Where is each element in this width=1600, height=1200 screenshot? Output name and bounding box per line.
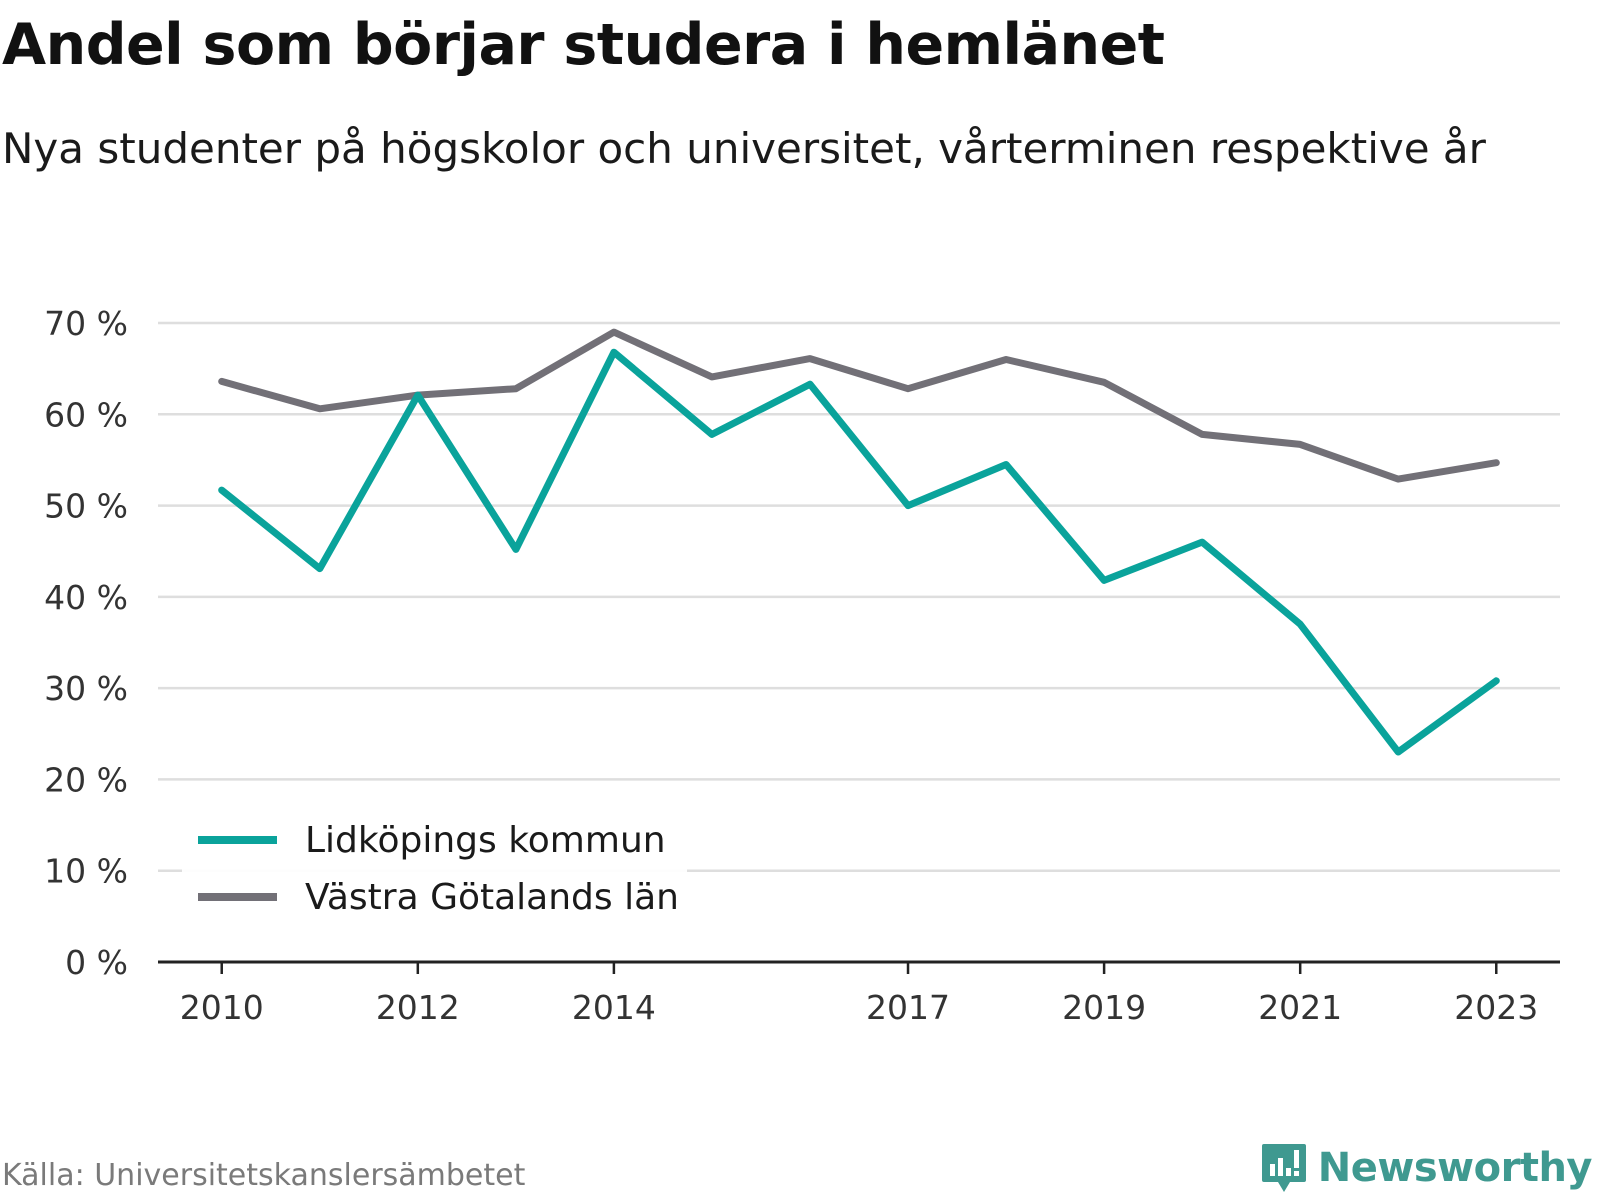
y-tick-label: 30 % — [44, 669, 128, 708]
x-axis-ticks: 2010 2012 2014 2017 2019 2021 2023 — [180, 962, 1538, 1027]
series-lines — [218, 328, 1500, 756]
x-tick-label: 2019 — [1062, 988, 1146, 1027]
newsworthy-logo-icon — [1261, 1144, 1306, 1192]
chart-subtitle: Nya studenter på högskolor och universit… — [2, 124, 1486, 173]
legend-label: Västra Götalands län — [305, 877, 679, 918]
y-tick-label: 20 % — [44, 760, 128, 799]
legend-label: Lidköpings kommun — [305, 820, 666, 861]
y-tick-label: 60 % — [44, 395, 128, 434]
x-tick-label: 2021 — [1258, 988, 1342, 1027]
y-tick-label: 40 % — [44, 578, 128, 617]
y-axis-tick-labels: 0 % 10 % 20 % 30 % 40 % 50 % 60 % 70 % — [44, 304, 128, 982]
x-tick-label: 2010 — [180, 988, 264, 1027]
source-note: Källa: Universitetskanslersämbetet — [2, 1158, 526, 1193]
y-tick-label: 70 % — [44, 304, 128, 343]
series-line-lidkoping — [218, 348, 1500, 756]
x-tick-label: 2014 — [572, 988, 656, 1027]
chart-title: Andel som börjar studera i hemlänet — [2, 12, 1165, 78]
x-tick-label: 2012 — [376, 988, 460, 1027]
y-tick-label: 10 % — [44, 852, 128, 891]
series-line-vastra-gotaland — [218, 328, 1500, 483]
x-tick-label: 2023 — [1454, 988, 1538, 1027]
legend-background — [182, 812, 687, 930]
brand-name: Newsworthy — [1317, 1145, 1593, 1191]
legend: Lidköpings kommun Västra Götalands län — [182, 812, 687, 930]
y-tick-label: 0 % — [65, 943, 128, 982]
brand-logo[interactable]: Newsworthy — [1260, 1142, 1593, 1194]
y-tick-label: 50 % — [44, 487, 128, 526]
x-tick-label: 2017 — [866, 988, 950, 1027]
